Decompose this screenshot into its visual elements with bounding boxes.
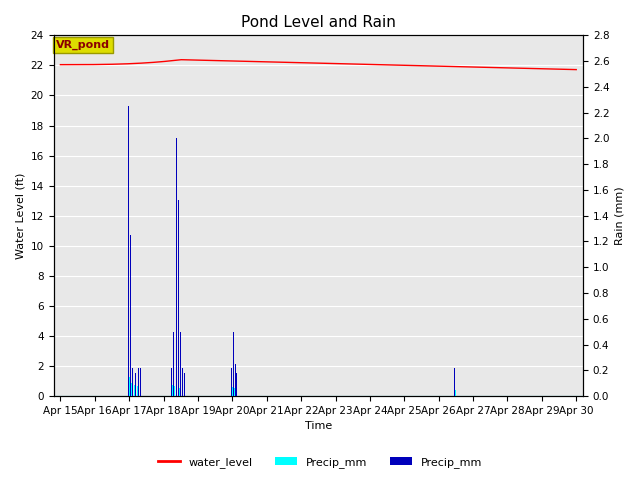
Bar xyxy=(131,383,132,396)
X-axis label: Time: Time xyxy=(305,421,332,432)
Bar xyxy=(129,377,130,396)
Bar xyxy=(176,138,177,396)
Bar xyxy=(171,368,172,396)
water_level xyxy=(306,60,314,66)
Bar xyxy=(184,373,186,396)
Bar xyxy=(454,390,456,396)
Bar xyxy=(236,390,237,396)
water_level xyxy=(365,61,372,67)
Bar xyxy=(236,373,237,396)
Line: water_level: water_level xyxy=(60,60,576,70)
Bar xyxy=(140,368,141,396)
Bar xyxy=(182,368,183,396)
Bar xyxy=(179,388,180,396)
Bar xyxy=(137,386,138,396)
Legend: water_level, Precip_mm, Precip_mm: water_level, Precip_mm, Precip_mm xyxy=(153,452,487,472)
Bar xyxy=(173,332,174,396)
Bar xyxy=(174,386,175,396)
Bar xyxy=(132,368,133,396)
water_level xyxy=(303,60,310,66)
Bar xyxy=(134,384,135,396)
Bar xyxy=(232,387,234,396)
Bar xyxy=(140,387,141,396)
water_level xyxy=(561,66,569,72)
Bar xyxy=(128,106,129,396)
water_level xyxy=(56,62,64,68)
Y-axis label: Water Level (ft): Water Level (ft) xyxy=(15,172,25,259)
water_level xyxy=(177,57,185,62)
Y-axis label: Rain (mm): Rain (mm) xyxy=(615,186,625,245)
Bar xyxy=(180,332,181,396)
water_level xyxy=(337,61,344,67)
Bar xyxy=(176,387,177,396)
Bar xyxy=(172,384,173,396)
Bar xyxy=(233,332,234,396)
Bar xyxy=(135,373,136,396)
Bar xyxy=(234,388,236,396)
water_level xyxy=(481,64,488,70)
Bar xyxy=(231,368,232,396)
Title: Pond Level and Rain: Pond Level and Rain xyxy=(241,15,396,30)
Bar xyxy=(235,364,236,396)
water_level xyxy=(572,67,580,72)
Text: VR_pond: VR_pond xyxy=(56,40,110,50)
Bar xyxy=(454,368,455,396)
